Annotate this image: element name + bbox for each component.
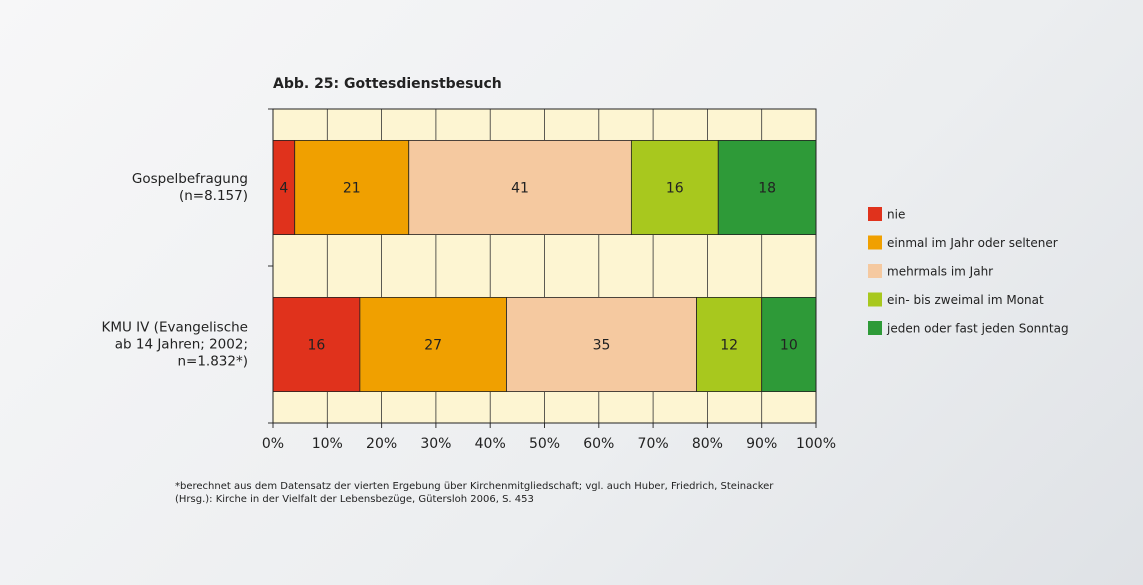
- x-tick-label: 80%: [692, 436, 723, 452]
- x-tick-label: 90%: [746, 436, 777, 452]
- chart-title: Abb. 25: Gottesdienstbesuch: [273, 76, 502, 92]
- bar-segment: [359, 296, 507, 392]
- bar-segment: [506, 296, 697, 392]
- bar-segment: [696, 296, 763, 392]
- x-tick-label: 30%: [420, 436, 451, 452]
- data-label: 10: [780, 338, 798, 354]
- data-label: 18: [758, 181, 776, 197]
- x-tick-label: 100%: [796, 436, 836, 452]
- data-label: 16: [666, 181, 684, 197]
- legend-swatch: [868, 292, 882, 307]
- data-label: 16: [308, 338, 326, 354]
- data-label: 12: [720, 338, 738, 354]
- data-label: 27: [424, 338, 442, 354]
- legend-swatch: [868, 321, 882, 335]
- legend-label: ein- bis zweimal im Monat: [887, 293, 1044, 307]
- bar-segment: [717, 139, 817, 235]
- legend-swatch: [868, 235, 882, 250]
- legend-label: jeden oder fast jeden Sonntag: [886, 322, 1069, 336]
- bar-segment: [294, 139, 410, 235]
- legend-swatch: [868, 207, 882, 221]
- bar-segment: [761, 296, 817, 392]
- data-label: 41: [511, 181, 529, 197]
- plot-border: [272, 108, 817, 424]
- data-label: 4: [279, 181, 288, 197]
- footnote: *berechnet aus dem Datensatz der vierten…: [175, 481, 774, 505]
- x-tick-label: 10%: [312, 436, 343, 452]
- legend-label: einmal im Jahr oder seltener: [887, 236, 1058, 250]
- bar-segment: [272, 296, 361, 392]
- legend-label: mehrmals im Jahr: [887, 265, 993, 279]
- category-label: Gospelbefragung (n=8.157): [131, 170, 248, 204]
- x-tick-label: 60%: [583, 436, 614, 452]
- x-tick-label: 50%: [529, 436, 560, 452]
- x-tick-label: 40%: [475, 436, 506, 452]
- x-tick-label: 0%: [262, 436, 284, 452]
- x-tick-label: 70%: [638, 436, 669, 452]
- x-tick-label: 20%: [366, 436, 397, 452]
- category-label: KMU IV (Evangelische ab 14 Jahren; 2002;…: [101, 319, 249, 369]
- data-label: 35: [593, 338, 611, 354]
- legend-swatch: [868, 264, 882, 278]
- bar-segment: [408, 139, 632, 235]
- data-label: 21: [343, 181, 361, 197]
- bar-segment: [630, 139, 719, 235]
- legend-label: nie: [887, 208, 905, 222]
